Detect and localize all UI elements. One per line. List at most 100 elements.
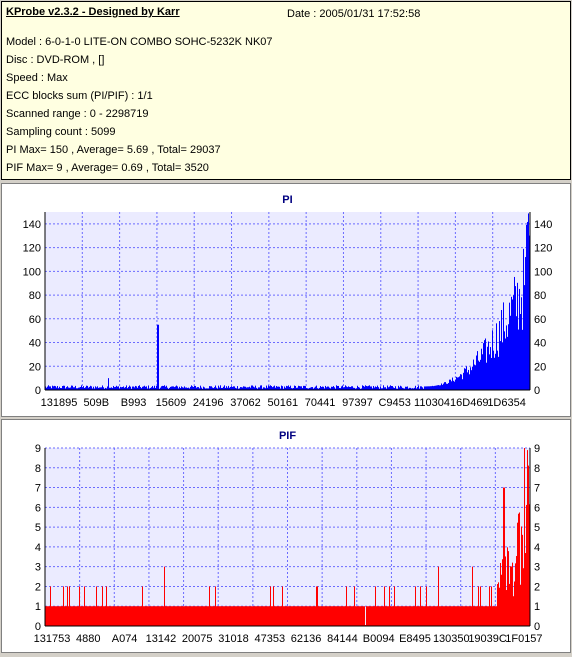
bar	[374, 387, 375, 390]
bar	[288, 385, 289, 390]
bar	[256, 387, 257, 390]
bar	[326, 387, 327, 390]
bar	[356, 388, 357, 390]
bar	[504, 487, 505, 626]
bar	[339, 387, 340, 390]
bar	[327, 606, 328, 626]
bar	[484, 340, 485, 390]
bar	[487, 346, 488, 390]
bar	[500, 341, 501, 390]
bar	[162, 606, 163, 626]
bar	[314, 606, 315, 626]
bar	[262, 388, 263, 390]
bar	[459, 606, 460, 626]
bar	[491, 357, 492, 390]
bar	[402, 606, 403, 626]
bar	[136, 386, 137, 390]
bar	[169, 387, 170, 390]
bar	[472, 566, 473, 626]
bar	[468, 369, 469, 390]
bar	[48, 606, 49, 626]
bar	[230, 386, 231, 390]
bar	[305, 606, 306, 626]
bar	[419, 606, 420, 626]
bar	[441, 606, 442, 626]
bar	[492, 330, 493, 390]
bar	[524, 285, 525, 390]
bar	[411, 388, 412, 390]
bar	[142, 386, 143, 390]
bar	[351, 606, 352, 626]
bar	[307, 388, 308, 390]
bar	[372, 606, 373, 626]
bar	[425, 386, 426, 390]
bar	[174, 606, 175, 626]
bar	[131, 606, 132, 626]
bar	[420, 586, 421, 626]
bar	[436, 606, 437, 626]
bar	[68, 387, 69, 390]
bar	[261, 606, 262, 626]
bar	[281, 606, 282, 626]
bar	[158, 606, 159, 626]
bar	[346, 386, 347, 390]
bar	[153, 606, 154, 626]
bar	[417, 606, 418, 626]
bar	[60, 387, 61, 390]
bar	[284, 606, 285, 626]
bar	[345, 385, 346, 390]
bar	[447, 383, 448, 390]
bar	[439, 606, 440, 626]
bar	[182, 606, 183, 626]
bar	[421, 386, 422, 390]
bar	[73, 387, 74, 390]
bar	[92, 388, 93, 390]
bar	[417, 387, 418, 390]
bar	[134, 606, 135, 626]
bar	[350, 387, 351, 390]
bar	[149, 606, 150, 626]
bar	[143, 606, 144, 626]
bar	[255, 385, 256, 390]
bar	[324, 388, 325, 390]
bar	[97, 606, 98, 626]
bar	[223, 606, 224, 626]
y-tick-label-left: 2	[35, 581, 41, 593]
bar	[366, 606, 367, 626]
bar	[90, 606, 91, 626]
bar	[239, 606, 240, 626]
bar	[196, 606, 197, 626]
bar	[211, 386, 212, 390]
y-tick-label-right: 0	[534, 385, 540, 397]
bar	[275, 606, 276, 626]
bar	[99, 387, 100, 390]
bar	[264, 387, 265, 390]
bar	[400, 606, 401, 626]
bar	[191, 385, 192, 390]
bar	[371, 386, 372, 390]
bar	[422, 387, 423, 390]
bar	[159, 606, 160, 626]
bar	[150, 387, 151, 390]
bar	[334, 606, 335, 626]
bar	[522, 534, 523, 626]
bar	[49, 386, 50, 390]
bar	[412, 606, 413, 626]
x-tick-label: 110304	[414, 397, 450, 409]
bar	[418, 385, 419, 390]
bar	[202, 388, 203, 390]
bar	[64, 606, 65, 626]
bar	[442, 606, 443, 626]
bar	[204, 387, 205, 390]
bar	[143, 386, 144, 390]
bar	[273, 386, 274, 390]
bar	[353, 387, 354, 390]
bar	[173, 386, 174, 390]
bar	[83, 606, 84, 626]
bar	[342, 606, 343, 626]
bar	[211, 606, 212, 626]
bar	[101, 387, 102, 390]
speed-line: Speed : Max	[6, 72, 68, 84]
bar	[75, 606, 76, 626]
bar	[250, 606, 251, 626]
